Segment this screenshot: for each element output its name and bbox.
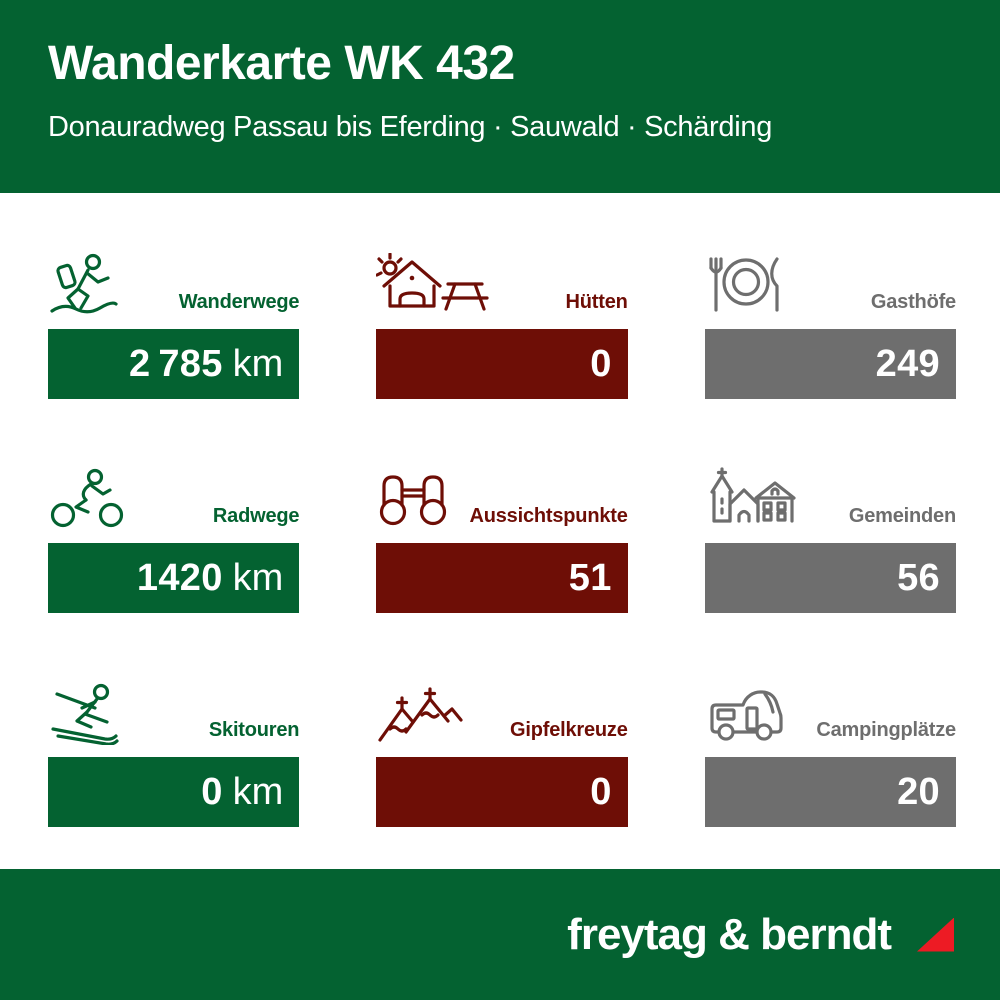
stat-bar: 2 785 km	[48, 329, 300, 399]
stat-tile: Aussichtspunkte 51	[376, 457, 628, 613]
stat-bar: 249	[704, 329, 956, 399]
stat-tile: Gemeinden 56	[704, 457, 956, 613]
summit-cross-icon	[376, 681, 464, 745]
stat-tile: Gasthöfe 249	[704, 243, 956, 399]
stat-value: 249	[875, 342, 940, 385]
stat-tile: Hütten 0	[376, 243, 628, 399]
stat-bar: 1420 km	[48, 543, 300, 613]
stat-value: 51	[568, 556, 612, 599]
page-subtitle: Donauradweg Passau bis Eferding · Sauwal…	[48, 110, 773, 143]
stat-tile: Skitouren 0 km	[48, 671, 300, 827]
stat-bar: 0	[376, 757, 628, 827]
stats-grid: Wanderwege 2 785 km Hütten 0 Gasthöfe 24…	[0, 193, 1000, 869]
stat-label: Aussichtspunkte	[469, 505, 628, 527]
stat-label: Gemeinden	[848, 505, 956, 527]
stat-tile-header: Gemeinden	[705, 457, 956, 531]
footer: freytag & berndt	[0, 869, 1000, 1000]
stat-tile: Campingplätze 20	[704, 671, 956, 827]
stat-label: Hütten	[565, 291, 628, 313]
stat-value: 0	[590, 770, 612, 813]
stat-label: Campingplätze	[816, 719, 956, 741]
stat-tile: Gipfelkreuze 0	[376, 671, 628, 827]
stat-tile-header: Gasthöfe	[705, 243, 956, 317]
stat-tile: Radwege 1420 km	[48, 457, 300, 613]
brand-logo-text: freytag & berndt	[567, 909, 892, 959]
skier-icon	[48, 681, 126, 745]
stat-label: Radwege	[212, 505, 300, 527]
stat-tile-header: Hütten	[376, 243, 628, 317]
hiker-icon	[48, 253, 120, 317]
stat-value: 1420	[136, 556, 223, 599]
hut-icon	[376, 253, 490, 317]
stat-bar: 51	[376, 543, 628, 613]
stat-tile-header: Campingplätze	[705, 671, 956, 745]
stat-value: 0	[201, 770, 223, 813]
stat-value: 56	[897, 556, 940, 599]
camper-van-icon	[705, 681, 787, 745]
stat-tile: Wanderwege 2 785 km	[48, 243, 300, 399]
stat-value: 20	[897, 770, 940, 813]
stat-label: Wanderwege	[178, 291, 300, 313]
stat-bar: 20	[704, 757, 956, 827]
stat-unit: km	[232, 770, 284, 813]
page-title: Wanderkarte WK 432	[48, 37, 515, 90]
stat-unit: km	[232, 556, 284, 599]
stat-bar: 0 km	[48, 757, 300, 827]
village-church-icon	[705, 467, 811, 531]
brand-triangle-icon	[917, 917, 954, 952]
cyclist-icon	[48, 467, 126, 531]
binoculars-icon	[376, 467, 450, 531]
stat-tile-header: Wanderwege	[48, 243, 300, 317]
stat-label: Skitouren	[208, 719, 300, 741]
stat-unit: km	[232, 342, 284, 385]
stat-value: 0	[590, 342, 612, 385]
stat-tile-header: Skitouren	[48, 671, 300, 745]
stat-value: 2 785	[129, 342, 223, 385]
stat-label: Gasthöfe	[870, 291, 956, 313]
restaurant-icon	[705, 253, 783, 317]
stat-tile-header: Aussichtspunkte	[376, 457, 628, 531]
header: Wanderkarte WK 432 Donauradweg Passau bi…	[0, 0, 1000, 193]
stat-tile-header: Radwege	[48, 457, 300, 531]
stat-bar: 0	[376, 329, 628, 399]
stat-tile-header: Gipfelkreuze	[376, 671, 628, 745]
stat-label: Gipfelkreuze	[510, 719, 628, 741]
stat-bar: 56	[704, 543, 956, 613]
